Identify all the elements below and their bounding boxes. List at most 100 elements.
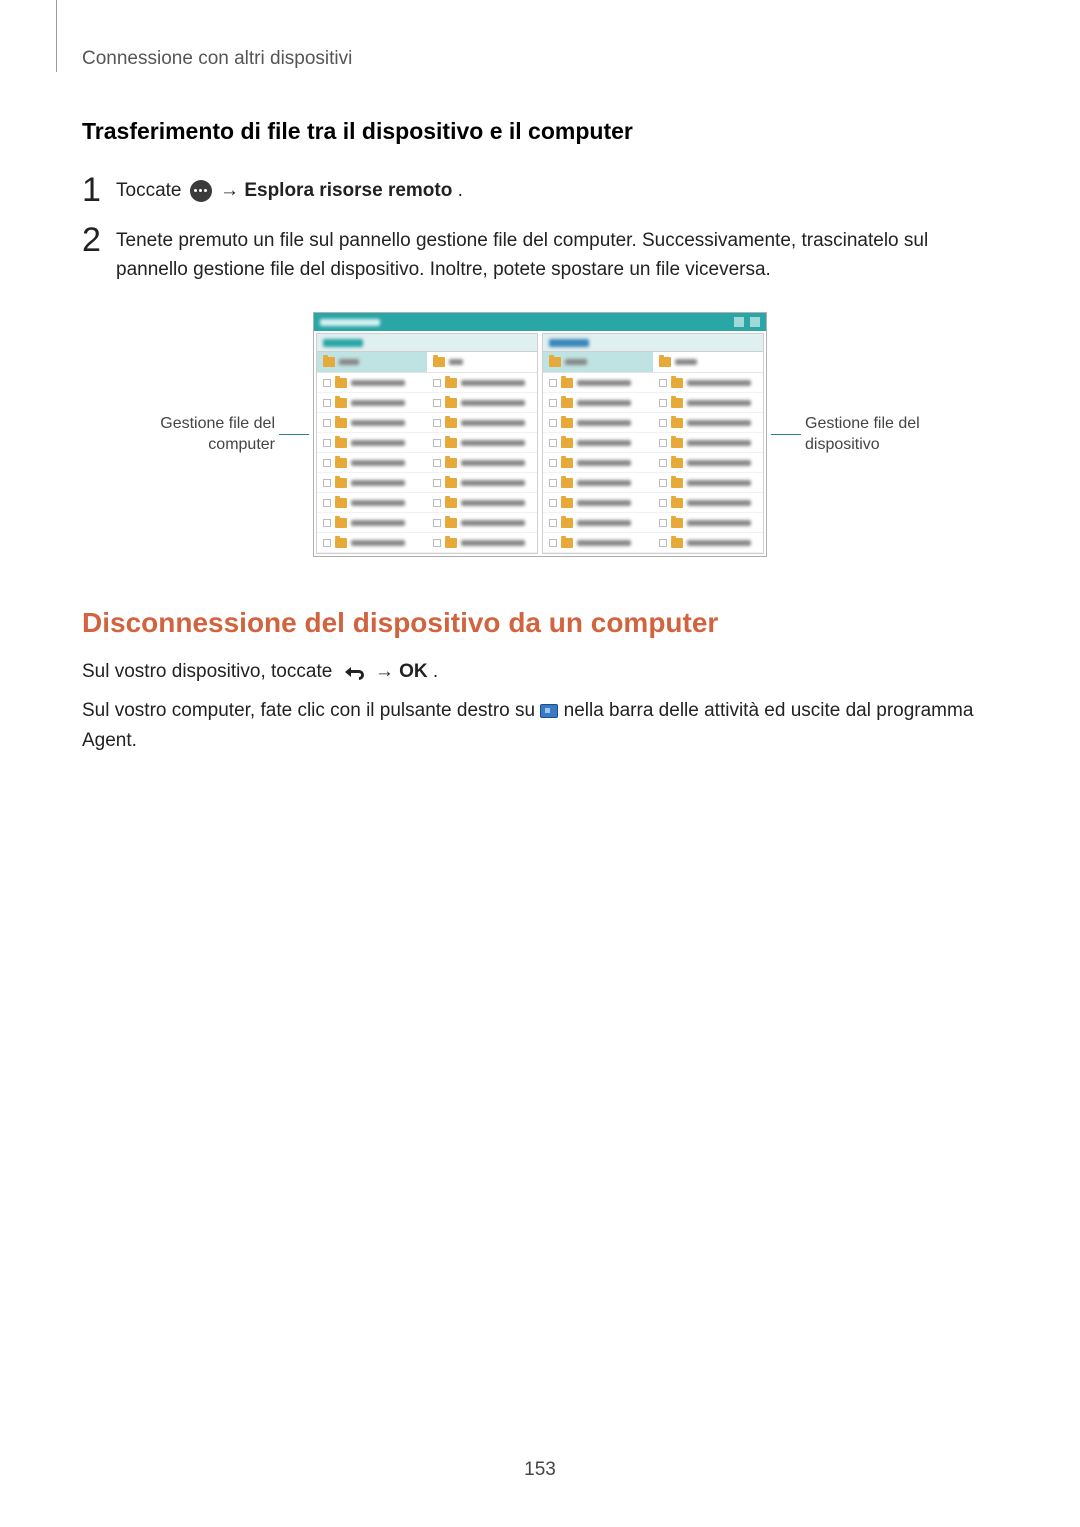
p1-post: . bbox=[433, 661, 438, 682]
folder-icon bbox=[335, 438, 347, 448]
checkbox-icon bbox=[323, 499, 331, 507]
folder-icon bbox=[561, 518, 573, 528]
file-row bbox=[543, 513, 763, 533]
checkbox-icon bbox=[433, 519, 441, 527]
folder-icon bbox=[561, 378, 573, 388]
margin-rule bbox=[56, 0, 57, 72]
folder-icon bbox=[561, 438, 573, 448]
file-row bbox=[543, 393, 763, 413]
folder-icon bbox=[335, 398, 347, 408]
folder-icon bbox=[671, 478, 683, 488]
checkbox-icon bbox=[549, 479, 557, 487]
file-row bbox=[543, 473, 763, 493]
checkbox-icon bbox=[433, 379, 441, 387]
checkbox-icon bbox=[549, 499, 557, 507]
file-row bbox=[317, 393, 537, 413]
panel-right-subhead bbox=[543, 352, 763, 373]
folder-icon bbox=[445, 498, 457, 508]
p1-pre: Sul vostro dispositivo, toccate bbox=[82, 661, 338, 682]
folder-icon bbox=[335, 538, 347, 548]
checkbox-icon bbox=[323, 519, 331, 527]
callout-left-line1: Gestione file del bbox=[160, 415, 275, 432]
checkbox-icon bbox=[323, 399, 331, 407]
titlebar-icon-1 bbox=[734, 317, 744, 327]
file-row bbox=[317, 493, 537, 513]
disconnect-p1: Sul vostro dispositivo, toccate → OK . bbox=[82, 657, 998, 686]
folder-icon bbox=[561, 478, 573, 488]
folder-icon bbox=[445, 518, 457, 528]
folder-icon bbox=[445, 478, 457, 488]
callout-right-line2: dispositivo bbox=[805, 436, 880, 453]
back-icon bbox=[341, 663, 367, 681]
folder-icon bbox=[671, 458, 683, 468]
folder-icon bbox=[445, 378, 457, 388]
file-row bbox=[543, 413, 763, 433]
checkbox-icon bbox=[549, 519, 557, 527]
checkbox-icon bbox=[549, 459, 557, 467]
checkbox-icon bbox=[659, 479, 667, 487]
folder-icon bbox=[671, 398, 683, 408]
checkbox-icon bbox=[549, 379, 557, 387]
step-2-number: 2 bbox=[82, 221, 116, 284]
file-row bbox=[317, 433, 537, 453]
step-1-arrow: → bbox=[220, 180, 244, 201]
file-row bbox=[317, 373, 537, 393]
folder-icon bbox=[433, 357, 445, 367]
more-options-icon bbox=[190, 180, 212, 202]
folder-icon bbox=[335, 378, 347, 388]
file-row bbox=[317, 533, 537, 553]
folder-icon bbox=[561, 418, 573, 428]
checkbox-icon bbox=[549, 419, 557, 427]
folder-icon bbox=[323, 357, 335, 367]
page-number: 153 bbox=[0, 1459, 1080, 1481]
disconnect-p2: Sul vostro computer, fate clic con il pu… bbox=[82, 696, 998, 755]
file-row bbox=[317, 473, 537, 493]
step-1-bold: Esplora risorse remoto bbox=[244, 180, 452, 201]
checkbox-icon bbox=[323, 439, 331, 447]
folder-icon bbox=[671, 538, 683, 548]
computer-file-panel bbox=[316, 333, 538, 554]
callout-right: Gestione file del dispositivo bbox=[805, 414, 955, 456]
p1-bold: OK bbox=[399, 661, 428, 682]
panel-left-header-blur bbox=[323, 339, 363, 347]
step-1-post: . bbox=[458, 180, 463, 201]
checkbox-icon bbox=[433, 499, 441, 507]
folder-icon bbox=[335, 458, 347, 468]
folder-icon bbox=[561, 498, 573, 508]
folder-icon bbox=[335, 498, 347, 508]
breadcrumb: Connessione con altri dispositivi bbox=[82, 48, 998, 70]
file-row bbox=[543, 493, 763, 513]
folder-icon bbox=[561, 538, 573, 548]
checkbox-icon bbox=[323, 539, 331, 547]
checkbox-icon bbox=[433, 459, 441, 467]
callout-left-line bbox=[279, 434, 309, 435]
folder-icon bbox=[445, 438, 457, 448]
checkbox-icon bbox=[323, 379, 331, 387]
folder-icon bbox=[445, 458, 457, 468]
folder-icon bbox=[671, 498, 683, 508]
checkbox-icon bbox=[323, 459, 331, 467]
callout-left: Gestione file del computer bbox=[125, 414, 275, 456]
checkbox-icon bbox=[659, 419, 667, 427]
agent-tray-icon bbox=[540, 704, 558, 718]
section-title-disconnect: Disconnessione del dispositivo da un com… bbox=[82, 607, 998, 639]
folder-icon bbox=[659, 357, 671, 367]
folder-icon bbox=[549, 357, 561, 367]
checkbox-icon bbox=[659, 459, 667, 467]
checkbox-icon bbox=[659, 519, 667, 527]
panel-left-subhead bbox=[317, 352, 537, 373]
checkbox-icon bbox=[549, 399, 557, 407]
checkbox-icon bbox=[433, 419, 441, 427]
file-row bbox=[317, 453, 537, 473]
folder-icon bbox=[335, 478, 347, 488]
folder-icon bbox=[671, 438, 683, 448]
folder-icon bbox=[561, 458, 573, 468]
file-row bbox=[543, 433, 763, 453]
figure-file-transfer: Gestione file del computer bbox=[82, 312, 998, 557]
callout-right-line bbox=[771, 434, 801, 435]
folder-icon bbox=[335, 518, 347, 528]
step-1-body: Toccate → Esplora risorse remoto . bbox=[116, 171, 463, 207]
remote-pc-window bbox=[313, 312, 767, 557]
step-2-body: Tenete premuto un file sul pannello gest… bbox=[116, 221, 998, 284]
checkbox-icon bbox=[433, 399, 441, 407]
